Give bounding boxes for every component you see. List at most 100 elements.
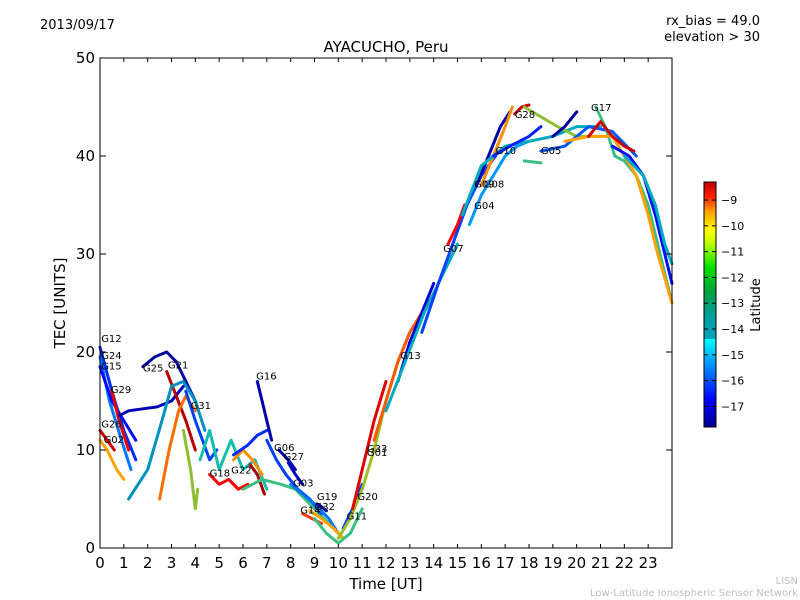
x-tick-label: 13 [400, 554, 419, 572]
series-line-g22d [232, 428, 269, 457]
x-tick-label: 7 [262, 554, 272, 572]
x-tick-label: 11 [353, 554, 372, 572]
series-line-g10 [460, 125, 602, 217]
series-line-g18b [208, 473, 250, 491]
colorbar: −9 −10 −11 −12 −13 −14 −15 −16 −17 Latitude [703, 181, 764, 428]
y-tick-label: 30 [76, 245, 95, 263]
colorbar-tick-label: −9 [721, 194, 737, 207]
series-line-g19 [315, 502, 328, 513]
series-line-g08 [479, 105, 514, 187]
x-axis-label: Time [UT] [349, 575, 423, 593]
series-line-g13 [372, 311, 424, 442]
series-line-g22b [248, 463, 266, 496]
series-line-g22 [232, 448, 264, 476]
satellite-label: G33 [367, 444, 387, 455]
series-line-g32 [308, 509, 345, 540]
satellite-label: G06 [274, 443, 294, 454]
colorbar-tick-label: −15 [721, 349, 744, 362]
satellite-label: G12 [101, 334, 121, 345]
series-line-g06 [277, 448, 297, 472]
x-tick-label: 8 [286, 554, 296, 572]
satellite-label: G09 [474, 179, 494, 190]
satellite-label: G19 [317, 492, 337, 503]
satellite-label: G31 [191, 401, 211, 412]
y-tick-label: 0 [85, 539, 95, 557]
series-line-g31 [184, 389, 219, 462]
satellite-label: G08 [484, 179, 504, 190]
series-line-g01 [351, 379, 388, 511]
x-tick-label: 21 [591, 554, 610, 572]
series-line-g09 [475, 110, 512, 187]
x-tick-label: 22 [615, 554, 634, 572]
satellite-label: G05 [541, 146, 561, 157]
satellite-label: G11 [347, 512, 367, 523]
series-line-g02 [98, 438, 126, 481]
series-line-g05b [551, 110, 579, 138]
satellite-label: G14 [300, 506, 320, 517]
axis-ticks: 0 1 2 3 4 5 6 7 8 9 10 11 12 13 14 15 16 17 18 19 20 21 22 2301… [76, 49, 672, 572]
x-tick-label: 10 [329, 554, 348, 572]
series-line-g25 [141, 350, 197, 403]
y-tick-label: 10 [76, 441, 95, 459]
series-line-g07 [420, 154, 498, 334]
x-tick-label: 23 [639, 554, 658, 572]
x-tick-label: 20 [567, 554, 586, 572]
x-tick-label: 15 [448, 554, 467, 572]
series-line-g29 [110, 389, 131, 452]
y-tick-label: 20 [76, 343, 95, 361]
satellite-label: G10 [496, 146, 516, 157]
x-tick-label: 12 [376, 554, 395, 572]
satellite-label: G22 [231, 466, 251, 477]
footer-org-name: Low-Latitude Ionospheric Sensor Network [590, 588, 798, 599]
x-tick-label: 18 [519, 554, 538, 572]
satellite-label: G24 [101, 351, 121, 362]
rx-bias-label: rx_bias = 49.0 [666, 14, 760, 29]
series-layer [98, 103, 674, 545]
series-line-g27 [286, 461, 305, 486]
x-tick-label: 16 [472, 554, 491, 572]
series-line-g05c [522, 159, 543, 165]
series-line-g04 [467, 139, 531, 227]
x-tick-label: 0 [95, 554, 105, 572]
x-tick-label: 5 [214, 554, 224, 572]
colorbar-label: Latitude [749, 278, 764, 332]
x-tick-label: 6 [238, 554, 248, 572]
x-tick-label: 3 [167, 554, 177, 572]
series-line-g31b [181, 428, 200, 511]
series-line-g11 [313, 507, 364, 545]
satellite-label: G27 [284, 452, 304, 463]
elevation-label: elevation > 30 [664, 30, 760, 45]
satellite-label: G18 [210, 468, 230, 479]
footer-org-abbrev: LISN [775, 576, 798, 587]
satellite-label: G07 [443, 244, 463, 255]
series-line-g17e [622, 154, 674, 266]
colorbar-tick-label: −14 [721, 323, 744, 336]
satellite-label: G29 [111, 385, 131, 396]
series-line-g16 [255, 379, 274, 442]
x-tick-label: 1 [119, 554, 129, 572]
date-label: 2013/09/17 [40, 18, 115, 33]
series-line-g05 [539, 125, 638, 158]
x-tick-label: 19 [543, 554, 562, 572]
chart-title: AYACUCHO, Peru [323, 38, 449, 56]
satellite-label: G21 [168, 361, 188, 372]
series-line-g17d [610, 144, 674, 285]
y-tick-label: 50 [76, 49, 95, 67]
series-line-g21b [127, 379, 207, 501]
info-block: rx_bias = 49.0 elevation > 30 [664, 14, 760, 46]
y-tick-label: 40 [76, 147, 95, 165]
colorbar-gradient [703, 181, 717, 428]
colorbar-tick-label: −13 [721, 297, 744, 310]
y-axis-label: TEC [UNITS] [51, 257, 69, 349]
x-tick-label: 2 [143, 554, 153, 572]
colorbar-tick-label: −10 [721, 220, 744, 233]
x-tick-label: 14 [424, 554, 443, 572]
series-line-g26 [98, 428, 116, 452]
colorbar-tick-label: −11 [721, 246, 744, 259]
colorbar-tick-label: −12 [721, 271, 744, 284]
x-tick-label: 9 [310, 554, 320, 572]
series-line-g15b [117, 384, 185, 418]
colorbar-tick-label: −16 [721, 375, 744, 388]
satellite-label: G03 [293, 478, 313, 489]
